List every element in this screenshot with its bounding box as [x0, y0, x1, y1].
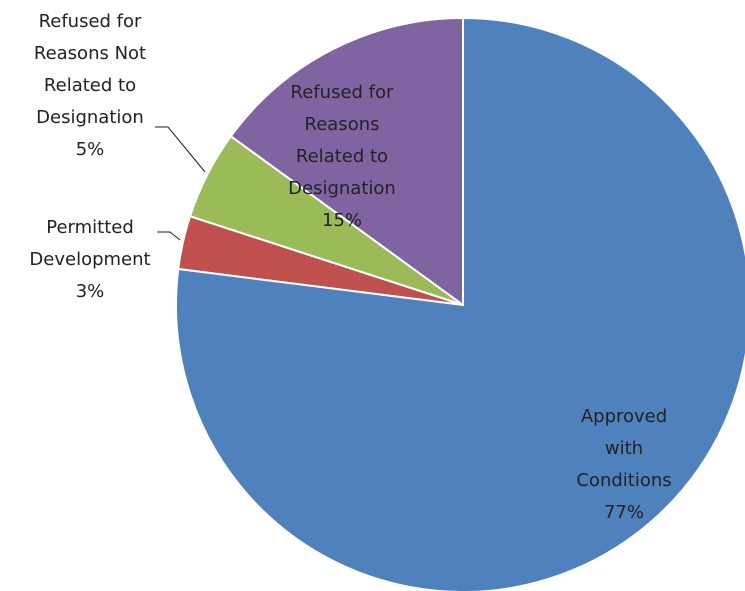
- leader-line: [155, 126, 206, 173]
- slice-label: Refused for Reasons Related to Designati…: [288, 77, 396, 237]
- category-label: Refused for Reasons Related to Designati…: [288, 82, 396, 199]
- category-label: Approved with Conditions: [576, 406, 672, 491]
- slice-label: Refused for Reasons Not Related to Desig…: [34, 6, 146, 166]
- value-label: 15%: [321, 210, 363, 231]
- value-label: 3%: [75, 281, 105, 302]
- category-label: Refused for Reasons Not Related to Desig…: [33, 11, 147, 128]
- value-label: 5%: [75, 139, 105, 160]
- value-label: 77%: [603, 502, 644, 523]
- leader-line: [157, 231, 181, 241]
- pie-slice: [175, 16, 745, 591]
- pie-slice: [229, 16, 464, 307]
- slice-label: Permitted Development 3%: [29, 212, 150, 308]
- slice-label: Approved with Conditions 77%: [564, 401, 685, 529]
- category-label: Permitted Development: [29, 217, 151, 270]
